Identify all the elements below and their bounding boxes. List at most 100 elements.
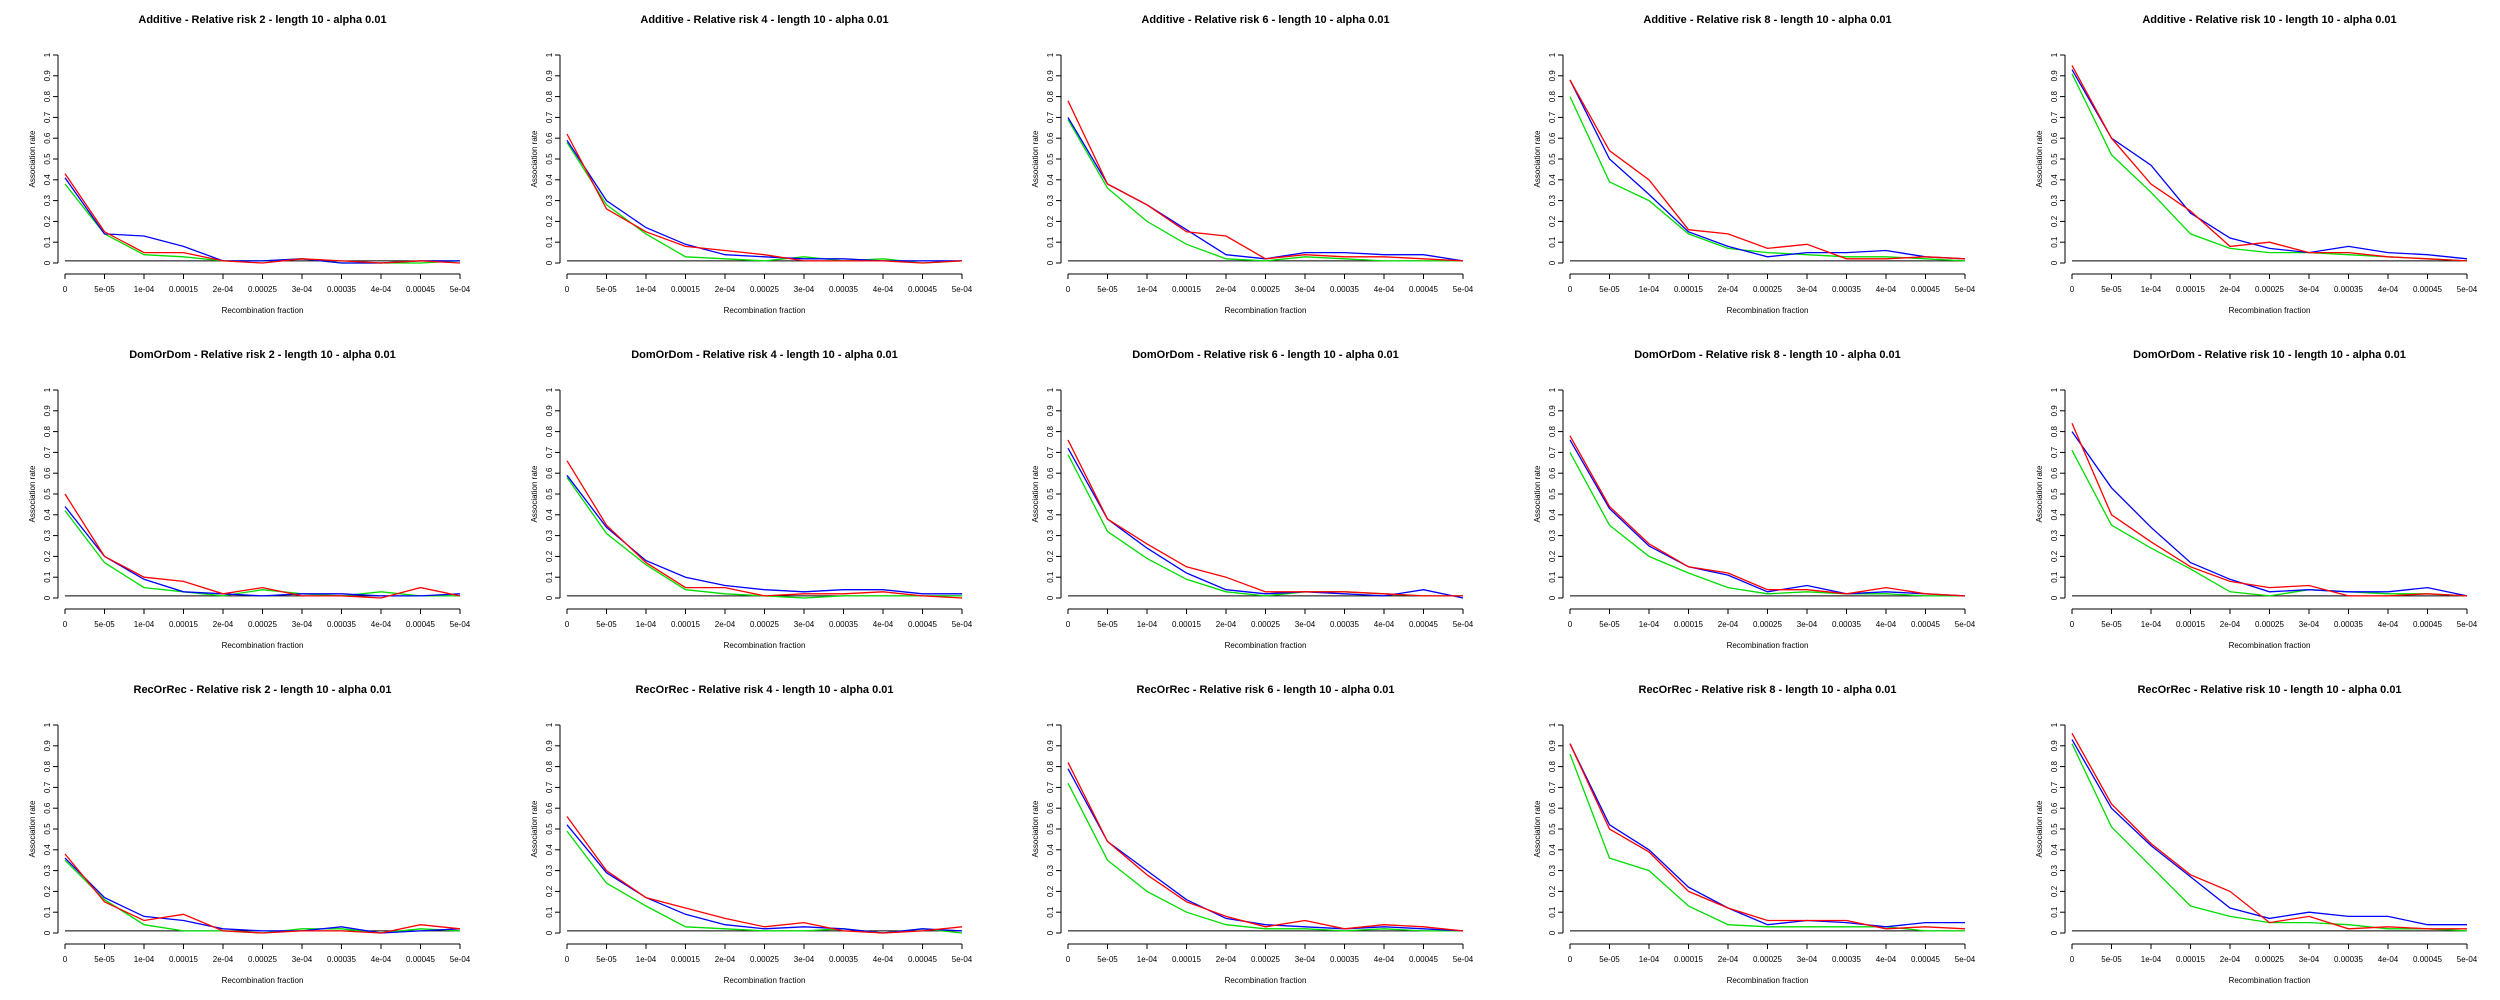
x-tick-label: 5e-04 [1955, 285, 1976, 294]
y-tick-label: 1 [1548, 387, 1557, 392]
x-axis-label: Recombination fraction [2229, 976, 2311, 985]
series-line-3 [2071, 73, 2468, 262]
y-tick-label: 0.6 [1046, 467, 1055, 479]
chart-title: DomOrDom - Relative risk 10 - length 10 … [2133, 349, 2406, 361]
y-tick-label: 0.4 [1046, 509, 1055, 521]
chart-panel-13: RecOrRec - Relative risk 6 - length 10 -… [1031, 684, 1474, 985]
chart-panel-5: Additive - Relative risk 10 - length 10 … [2035, 14, 2478, 315]
y-tick-label: 0.7 [2050, 111, 2059, 123]
x-tick-label: 1e-04 [1639, 955, 1660, 964]
x-tick-label: 1e-04 [2141, 955, 2162, 964]
series-line-2 [1067, 768, 1464, 932]
y-tick-label: 1 [545, 52, 554, 57]
y-tick-label: 0.4 [2050, 174, 2059, 186]
y-tick-label: 0.7 [545, 111, 554, 123]
y-tick-label: 1 [1046, 722, 1055, 727]
y-tick-label: 0.4 [1548, 509, 1557, 521]
x-axis-label: Recombination fraction [724, 976, 806, 985]
y-tick-label: 0.3 [1548, 529, 1557, 541]
y-tick-label: 0.9 [2050, 405, 2059, 417]
x-tick-label: 0.00035 [829, 955, 858, 964]
y-tick-label: 0.8 [1548, 425, 1557, 437]
x-tick-label: 3e-04 [1295, 620, 1316, 629]
series-line-3 [1067, 454, 1463, 597]
y-tick-label: 0.6 [43, 802, 52, 814]
y-tick-label: 0.6 [2050, 467, 2059, 479]
y-tick-label: 1 [1548, 52, 1557, 57]
y-tick-label: 0.8 [43, 760, 52, 772]
x-tick-label: 2e-04 [715, 285, 736, 294]
chart-title: RecOrRec - Relative risk 6 - length 10 -… [1137, 684, 1395, 696]
y-tick-label: 0.1 [43, 906, 52, 918]
series-line-1 [64, 853, 461, 934]
series-line-2 [1067, 447, 1464, 599]
x-tick-label: 0 [2070, 620, 2075, 629]
x-tick-label: 0 [565, 620, 570, 629]
y-tick-label: 0 [545, 260, 554, 265]
x-tick-label: 5e-05 [1097, 955, 1118, 964]
y-tick-label: 0.3 [545, 529, 554, 541]
x-tick-label: 1e-04 [1137, 955, 1158, 964]
x-tick-label: 5e-05 [94, 955, 115, 964]
y-tick-label: 0.7 [2050, 781, 2059, 793]
y-tick-label: 0.9 [545, 70, 554, 82]
y-tick-label: 0.4 [545, 844, 554, 856]
x-tick-label: 5e-04 [2457, 620, 2478, 629]
y-tick-label: 0.2 [1548, 550, 1557, 562]
y-tick-label: 0.1 [1046, 571, 1055, 583]
y-tick-label: 0 [1046, 595, 1055, 600]
x-tick-label: 0.00025 [248, 285, 277, 294]
y-tick-label: 0.5 [2050, 488, 2059, 500]
x-tick-label: 0.00045 [908, 955, 937, 964]
y-tick-label: 0.4 [1548, 844, 1557, 856]
y-tick-label: 0.7 [1548, 111, 1557, 123]
x-tick-label: 0 [1066, 285, 1071, 294]
y-tick-label: 1 [1046, 387, 1055, 392]
y-tick-label: 0.5 [43, 153, 52, 165]
x-tick-label: 5e-04 [1453, 285, 1474, 294]
x-axis-label: Recombination fraction [2229, 306, 2311, 315]
y-tick-label: 0.3 [2050, 529, 2059, 541]
series-line-1 [2071, 65, 2468, 262]
y-tick-label: 0 [1548, 260, 1557, 265]
x-tick-label: 0 [1066, 620, 1071, 629]
y-tick-label: 0.3 [1046, 529, 1055, 541]
x-tick-label: 2e-04 [1216, 620, 1237, 629]
x-tick-label: 4e-04 [371, 620, 392, 629]
y-tick-label: 0 [1548, 930, 1557, 935]
y-tick-label: 0.9 [1548, 405, 1557, 417]
series-line-2 [2071, 69, 2468, 260]
y-tick-label: 0.4 [43, 174, 52, 186]
y-tick-label: 0.9 [43, 405, 52, 417]
x-tick-label: 0 [1066, 955, 1071, 964]
y-tick-label: 0.2 [1046, 550, 1055, 562]
x-tick-label: 1e-04 [134, 285, 155, 294]
x-tick-label: 0.00035 [2334, 955, 2363, 964]
y-tick-label: 1 [545, 722, 554, 727]
x-tick-label: 1e-04 [1639, 285, 1660, 294]
y-tick-label: 0.6 [545, 802, 554, 814]
series-line-1 [566, 816, 963, 934]
x-tick-label: 0.00015 [1172, 955, 1201, 964]
series-line-2 [2071, 431, 2468, 597]
x-tick-label: 4e-04 [1374, 955, 1395, 964]
y-tick-label: 0.8 [1046, 90, 1055, 102]
x-tick-label: 0.00045 [406, 285, 435, 294]
x-tick-label: 1e-04 [2141, 285, 2162, 294]
x-tick-label: 5e-05 [1097, 285, 1118, 294]
y-tick-label: 0.1 [545, 571, 554, 583]
y-tick-label: 0.9 [1046, 740, 1055, 752]
x-tick-label: 0.00035 [1832, 285, 1861, 294]
x-tick-label: 0.00015 [1674, 620, 1703, 629]
y-tick-label: 0.7 [1046, 781, 1055, 793]
y-tick-label: 0.6 [545, 132, 554, 144]
x-tick-label: 5e-04 [1453, 620, 1474, 629]
y-tick-label: 0 [1046, 930, 1055, 935]
x-tick-label: 0.00045 [406, 620, 435, 629]
x-tick-label: 3e-04 [1295, 955, 1316, 964]
y-tick-label: 0.8 [2050, 90, 2059, 102]
series-line-1 [64, 493, 461, 599]
x-tick-label: 0.00025 [2255, 285, 2284, 294]
y-tick-label: 0.5 [2050, 823, 2059, 835]
x-tick-label: 0.00035 [327, 955, 356, 964]
